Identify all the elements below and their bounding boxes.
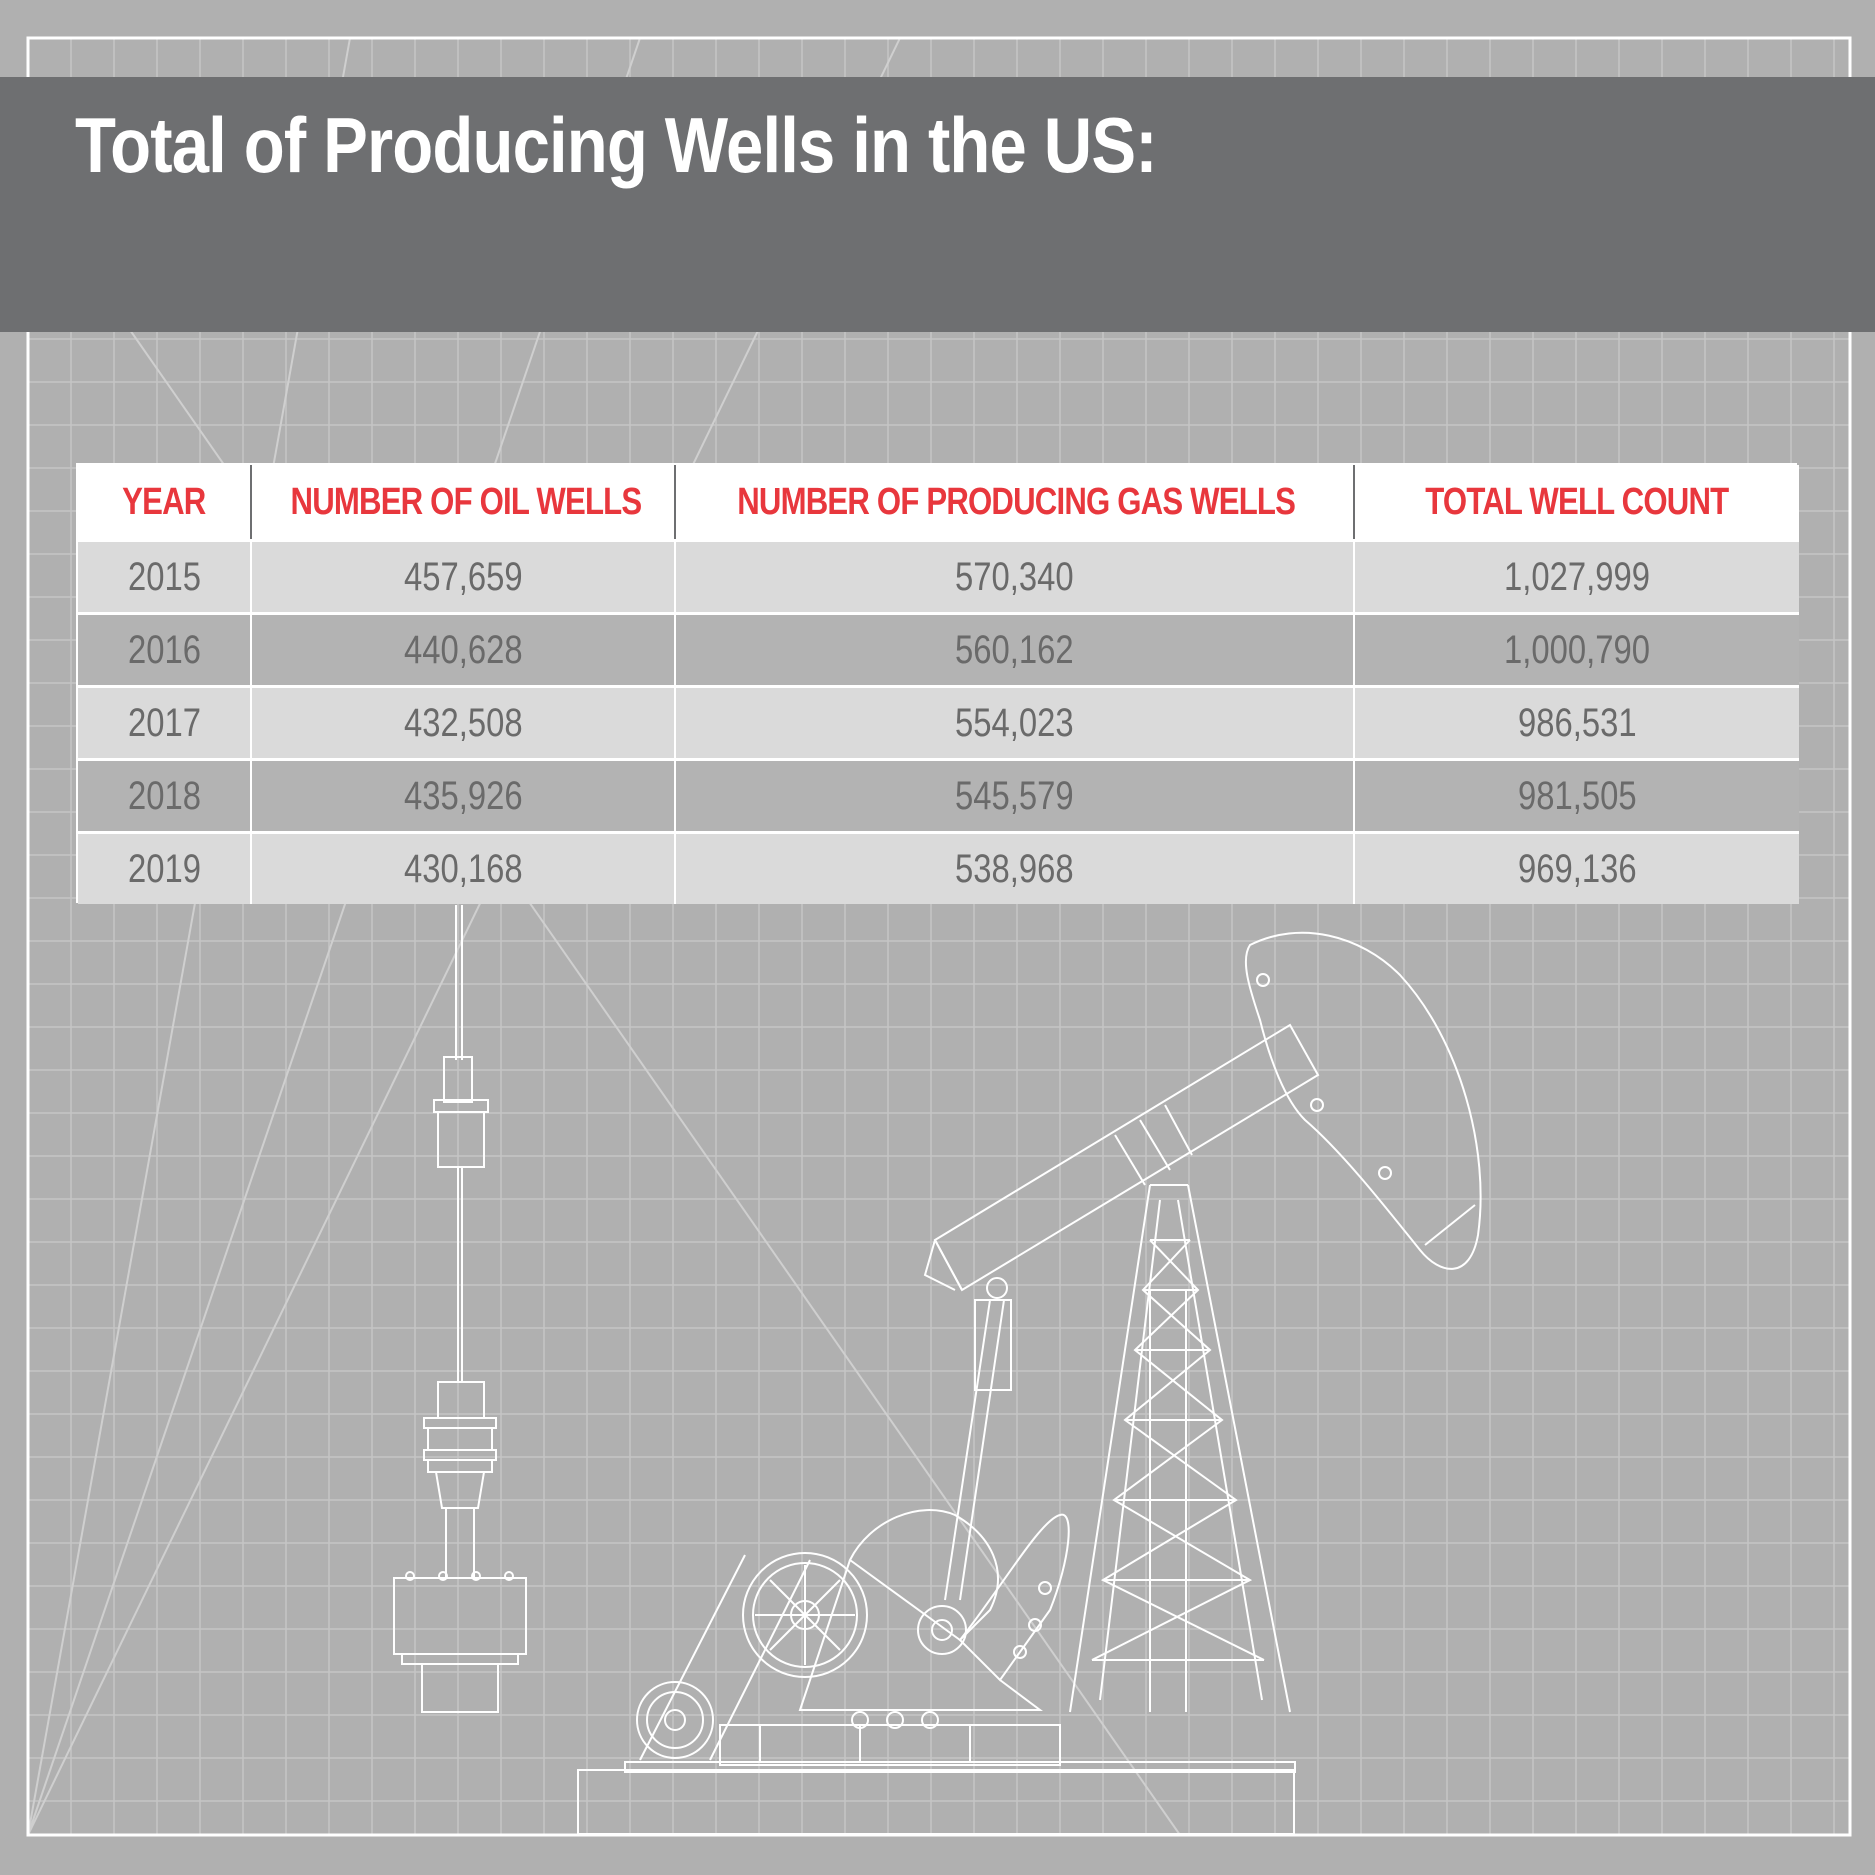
cell-oil-wells: 435,926: [250, 758, 675, 833]
gearbox-drawing: [742, 1552, 939, 1729]
table-row: 2015 457,659 570,340 1,027,999: [78, 539, 1799, 614]
chart-title: Total of Producing Wells in the US:: [75, 101, 1158, 189]
cell-total-count-value: 1,000,790: [1504, 627, 1650, 672]
grid-diagonal: [27, 37, 351, 1836]
samson-post-drawing: [1069, 1184, 1291, 1713]
motor-drawing: [636, 1554, 811, 1761]
header-year: YEAR: [78, 465, 251, 541]
cell-oil-wells-value: 435,926: [403, 773, 523, 818]
cell-year: 2018: [78, 758, 251, 833]
table-header-row: YEAR NUMBER OF OIL WELLS NUMBER OF PRODU…: [78, 465, 1799, 541]
cell-total-count: 1,027,999: [1353, 539, 1799, 614]
table-row: 2018 435,926 545,579 981,505: [78, 758, 1799, 833]
cell-year-value: 2016: [127, 627, 201, 672]
cell-total-count-value: 981,505: [1517, 773, 1637, 818]
cell-oil-wells: 457,659: [250, 539, 675, 614]
grid-diagonal: [27, 37, 641, 1836]
table-row: 2019 430,168 538,968 969,136: [78, 831, 1799, 904]
cell-gas-wells-value: 545,579: [955, 773, 1074, 818]
cell-gas-wells: 554,023: [674, 685, 1354, 760]
cell-oil-wells: 430,168: [250, 831, 675, 904]
wells-table: YEAR NUMBER OF OIL WELLS NUMBER OF PRODU…: [78, 465, 1799, 904]
horse-head-drawing: [1244, 931, 1482, 1270]
base-skid-drawing: [577, 1724, 1296, 1835]
table-row: 2016 440,628 560,162 1,000,790: [78, 612, 1799, 687]
header-year-label: YEAR: [122, 480, 206, 523]
pitman-arm-drawing: [944, 1277, 1012, 1601]
cell-gas-wells: 538,968: [674, 831, 1354, 904]
cell-gas-wells-value: 538,968: [955, 846, 1074, 891]
cell-gas-wells-value: 554,023: [955, 700, 1074, 745]
cell-year-value: 2015: [127, 554, 201, 599]
cell-year-value: 2018: [127, 773, 201, 818]
cell-total-count-value: 986,531: [1517, 700, 1637, 745]
wells-table-container: YEAR NUMBER OF OIL WELLS NUMBER OF PRODU…: [76, 463, 1799, 904]
cell-total-count-value: 1,027,999: [1504, 554, 1650, 599]
cell-gas-wells-value: 560,162: [955, 627, 1074, 672]
cell-oil-wells-value: 457,659: [403, 554, 523, 599]
header-oil-wells-label: NUMBER OF OIL WELLS: [290, 480, 643, 523]
cell-gas-wells-value: 570,340: [955, 554, 1074, 599]
cell-oil-wells-value: 440,628: [403, 627, 523, 672]
cell-total-count-value: 969,136: [1517, 846, 1637, 891]
cell-oil-wells-value: 430,168: [403, 846, 523, 891]
walking-beam-drawing: [923, 1023, 1320, 1292]
cell-year-value: 2017: [127, 700, 201, 745]
cell-gas-wells: 560,162: [674, 612, 1354, 687]
crank-counterweight-drawing: [798, 1509, 1070, 1711]
cell-year: 2017: [78, 685, 251, 760]
header-gas-wells: NUMBER OF PRODUCING GAS WELLS: [674, 465, 1354, 541]
cell-oil-wells-value: 432,508: [403, 700, 523, 745]
cell-year: 2016: [78, 612, 251, 687]
cell-gas-wells: 570,340: [674, 539, 1354, 614]
cell-year: 2015: [78, 539, 251, 614]
cell-gas-wells: 545,579: [674, 758, 1354, 833]
cell-year-value: 2019: [127, 846, 201, 891]
cell-total-count: 969,136: [1353, 831, 1799, 904]
header-gas-wells-label: NUMBER OF PRODUCING GAS WELLS: [737, 480, 1296, 523]
cell-total-count: 986,531: [1353, 685, 1799, 760]
header-total-count-label: TOTAL WELL COUNT: [1425, 480, 1729, 523]
cell-total-count: 981,505: [1353, 758, 1799, 833]
title-band: [0, 77, 1875, 332]
table-row: 2017 432,508 554,023 986,531: [78, 685, 1799, 760]
cell-oil-wells: 432,508: [250, 685, 675, 760]
cell-total-count: 1,000,790: [1353, 612, 1799, 687]
cell-year: 2019: [78, 831, 251, 904]
header-oil-wells: NUMBER OF OIL WELLS: [250, 465, 675, 541]
header-total-count: TOTAL WELL COUNT: [1353, 465, 1799, 541]
cell-oil-wells: 440,628: [250, 612, 675, 687]
grid-diagonal: [27, 37, 901, 1836]
wellhead-drawing: [393, 905, 527, 1713]
